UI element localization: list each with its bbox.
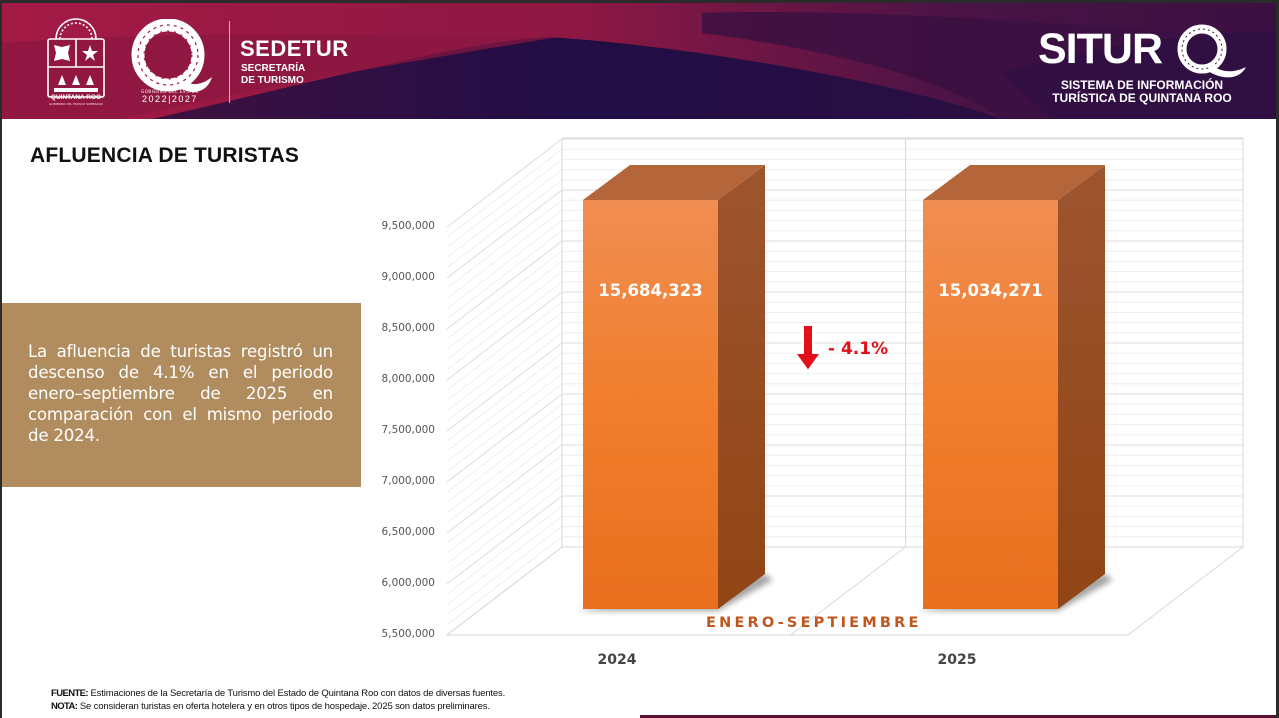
side-wall-minor-gridline: [446, 465, 563, 554]
side-wall-gridline: [446, 189, 563, 279]
side-wall-minor-gridline: [446, 485, 563, 575]
situr-subtitle: SISTEMA DE INFORMACIÓN TURÍSTICA DE QUIN…: [1042, 79, 1242, 105]
bar-front-face-2024: [583, 200, 718, 609]
window-frame-left: [0, 0, 2, 718]
government-years: 2022|2027: [142, 94, 198, 104]
quintana-roo-label: QUINTANA ROO: [50, 94, 102, 101]
side-wall-minor-gridline: [446, 199, 563, 289]
bar-top-face: [923, 165, 1105, 200]
side-wall-gridline: [446, 138, 563, 228]
y-tick-label: 9,000,000: [381, 271, 435, 283]
source-footnote: FUENTE: Estimaciones de la Secretaría de…: [51, 688, 505, 699]
government-q-logo: [131, 19, 212, 92]
chart-floor: [445, 546, 1245, 636]
side-wall-minor-gridline: [446, 261, 563, 350]
side-wall-minor-gridline: [446, 414, 563, 503]
y-tick-label: 7,000,000: [381, 475, 435, 487]
source-text: Estimaciones de la Secretaría de Turismo…: [87, 688, 506, 699]
side-wall-minor-gridline: [446, 220, 563, 309]
sedetur-subtitle-line1: SECRETARÍA: [241, 63, 306, 74]
summary-text: La afluencia de turistas registró un des…: [28, 342, 333, 445]
side-wall-minor-gridline: [446, 363, 563, 452]
side-wall-minor-gridline: [446, 373, 563, 462]
side-wall-minor-gridline: [446, 505, 563, 595]
header-divider: [229, 21, 230, 103]
side-wall-minor-gridline: [446, 159, 563, 248]
header-banner: QUINTANA ROO GOBIERNO DEL ESTADO SOBERAN…: [2, 3, 1276, 119]
side-wall-gridline: [446, 444, 563, 534]
series-period-label: ENERO-SEPTIEMBRE: [706, 615, 922, 631]
side-wall-minor-gridline: [446, 526, 563, 615]
side-wall-gridline: [446, 495, 563, 585]
bar-side-face: [718, 165, 765, 609]
footer-accent-bar: [640, 715, 1276, 718]
side-wall-minor-gridline: [446, 301, 563, 391]
sedetur-logo-text: SEDETUR: [240, 36, 349, 61]
side-wall-minor-gridline: [446, 332, 563, 422]
header-background: [2, 3, 1276, 119]
chart-bars: [577, 165, 1113, 611]
sedetur-subtitle-line2: DE TURISMO: [241, 75, 304, 86]
y-tick-label: 6,000,000: [381, 577, 435, 589]
side-wall-minor-gridline: [446, 250, 563, 340]
side-wall-gridline: [446, 240, 563, 330]
floor-category-divider: [790, 546, 906, 636]
side-wall-minor-gridline: [446, 383, 563, 473]
side-wall-minor-gridline: [446, 352, 563, 442]
bar-front-face-2025: [923, 200, 1058, 609]
side-wall-minor-gridline: [446, 230, 563, 320]
page-title: AFLUENCIA DE TURISTAS: [30, 144, 300, 167]
note-text: Se consideran turistas en oferta hoteler…: [77, 701, 490, 712]
bar-data-label: 15,684,323: [598, 281, 703, 300]
y-tick-label: 6,500,000: [381, 526, 435, 538]
bar-top-face: [583, 165, 765, 200]
side-wall-gridline: [446, 393, 563, 483]
y-tick-label: 8,000,000: [381, 373, 435, 385]
side-wall-minor-gridline: [446, 434, 563, 524]
side-wall-minor-gridline: [446, 536, 563, 626]
side-wall-minor-gridline: [446, 210, 563, 299]
quintana-roo-sublabel: GOBIERNO DEL ESTADO SOBERANO: [49, 102, 103, 106]
side-wall-minor-gridline: [446, 148, 563, 238]
y-tick-label: 7,500,000: [381, 424, 435, 436]
y-tick-label: 9,500,000: [381, 220, 435, 232]
note-label: NOTA:: [51, 701, 78, 712]
side-wall-minor-gridline: [446, 281, 563, 371]
x-tick-label: 2025: [937, 652, 977, 668]
side-wall-minor-gridline: [446, 179, 563, 269]
side-wall-minor-gridline: [446, 271, 563, 360]
window-frame-top: [0, 0, 1279, 3]
side-wall-minor-gridline: [446, 475, 563, 564]
sedetur-subtitle: SECRETARÍA DE TURISMO: [241, 63, 305, 87]
side-wall-minor-gridline: [446, 403, 563, 493]
percent-change-label: - 4.1%: [828, 339, 889, 359]
chart-grid: [445, 137, 1245, 636]
y-tick-label: 8,500,000: [381, 322, 435, 334]
side-wall-minor-gridline: [446, 322, 563, 411]
window-frame-right: [1276, 0, 1279, 718]
government-label: GOBIERNO DEL ESTADO: [141, 89, 199, 94]
x-tick-label: 2024: [597, 652, 637, 668]
y-tick-label: 5,500,000: [381, 628, 435, 640]
summary-box: [2, 303, 361, 487]
side-wall-minor-gridline: [446, 312, 563, 401]
bar-side-face: [1058, 165, 1105, 609]
side-wall-minor-gridline: [446, 454, 563, 544]
side-wall-minor-gridline: [446, 516, 563, 605]
side-wall-gridline: [446, 291, 563, 381]
situr-subtitle-line1: SISTEMA DE INFORMACIÓN: [1060, 78, 1224, 92]
source-label: FUENTE:: [51, 688, 89, 699]
side-wall-minor-gridline: [446, 424, 563, 513]
quintana-roo-coat-of-arms-logo: [47, 18, 105, 98]
situr-subtitle-line2: TURÍSTICA DE QUINTANA ROO: [1052, 91, 1232, 105]
bar-data-label: 15,034,271: [938, 281, 1043, 300]
side-wall-minor-gridline: [446, 169, 563, 258]
note-footnote: NOTA: Se consideran turistas en oferta h…: [51, 701, 490, 712]
situr-q-logo-icon: [1177, 24, 1246, 78]
side-wall-gridline: [446, 342, 563, 432]
arrow-down-icon: [794, 324, 822, 372]
situr-logo-text: SITUR: [1038, 25, 1163, 73]
